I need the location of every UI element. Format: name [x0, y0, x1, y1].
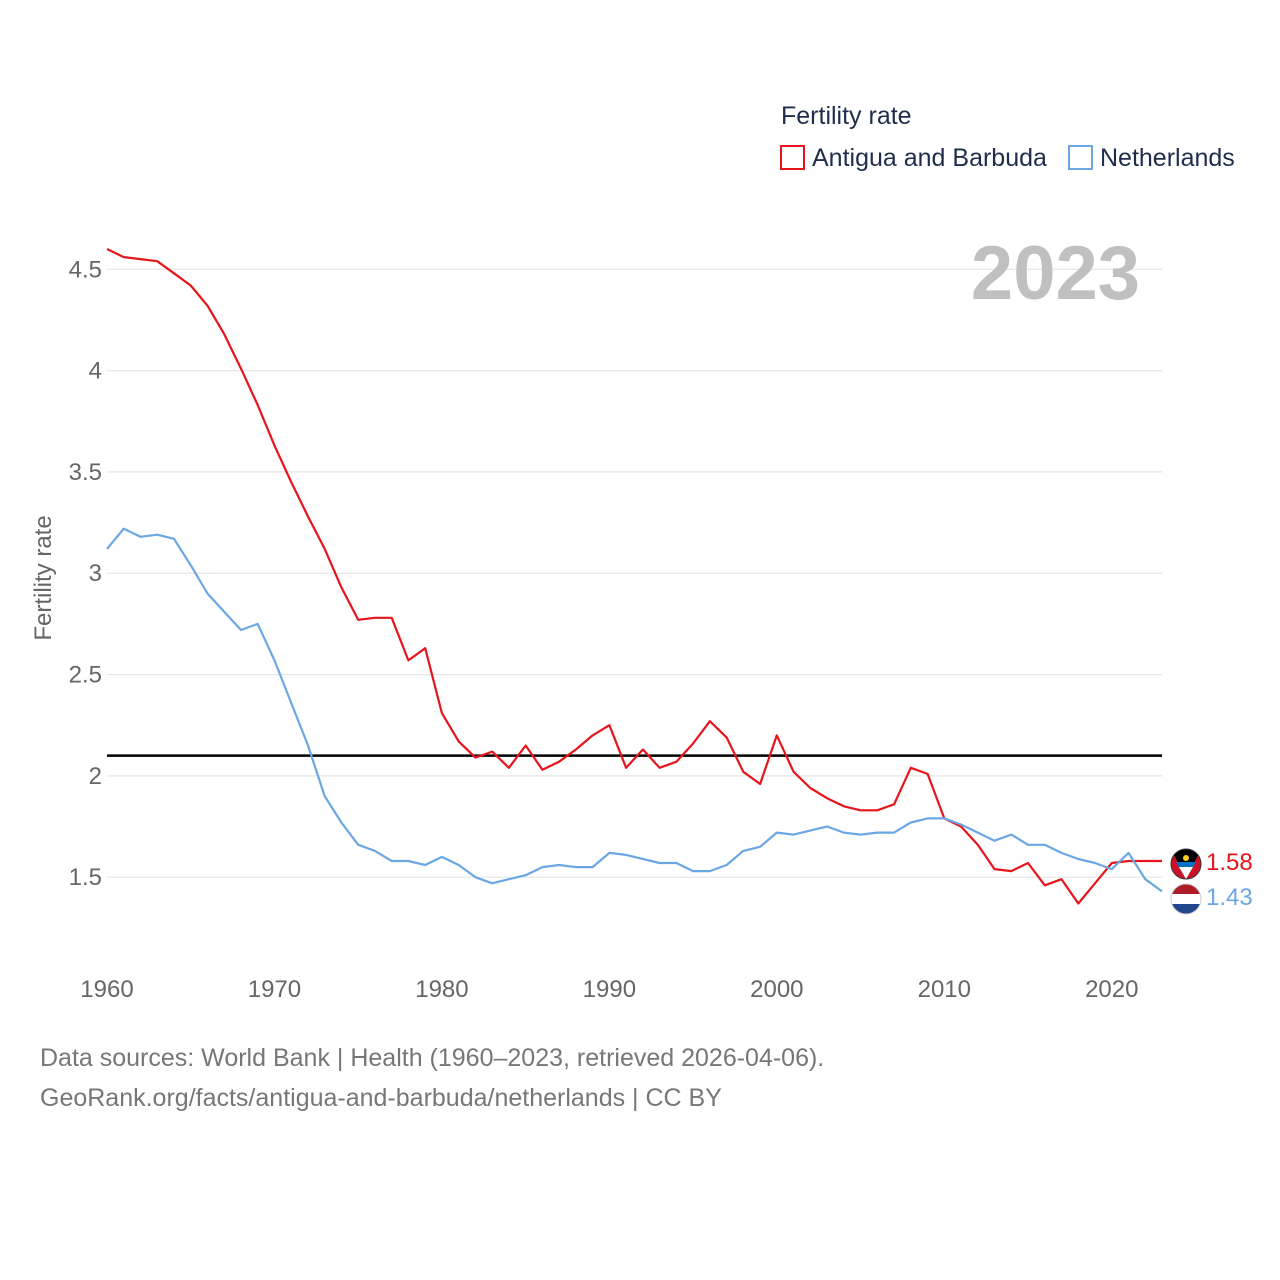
y-tick-label: 4 — [89, 358, 102, 385]
legend-swatch-netherlands — [1068, 145, 1093, 170]
x-tick-label: 1970 — [248, 976, 301, 1003]
netherlands-flag-icon — [1170, 883, 1202, 915]
x-tick-label: 2020 — [1085, 976, 1138, 1003]
antigua-flag-icon — [1170, 848, 1202, 880]
y-tick-label: 4.5 — [69, 256, 102, 283]
legend-swatch-antigua — [780, 145, 805, 170]
y-tick-label: 3.5 — [69, 459, 102, 486]
x-axis-ticks: 1960 1970 1980 1990 2000 2010 2020 — [80, 976, 1138, 1003]
line-chart: 1.5 2 2.5 3 3.5 4 4.5 1960 1970 1980 1990 2000 2010… — [30, 102, 1253, 1003]
legend: Fertility rate Antigua and Barbuda Nethe… — [780, 102, 1235, 172]
series-lines — [106, 248, 1163, 905]
footer-sources: Data sources: World Bank | Health (1960–… — [40, 1044, 825, 1072]
x-tick-label: 2000 — [750, 976, 803, 1003]
year-watermark: 2023 — [971, 231, 1140, 316]
series-line-netherlands — [106, 527, 1163, 893]
x-tick-label: 1960 — [80, 976, 133, 1003]
y-axis-ticks: 1.5 2 2.5 3 3.5 4 4.5 — [69, 256, 102, 891]
footer-url: GeoRank.org/facts/antigua-and-barbuda/ne… — [40, 1084, 722, 1112]
y-tick-label: 2 — [89, 763, 102, 790]
x-tick-label: 1980 — [415, 976, 468, 1003]
gridlines — [107, 268, 1162, 878]
legend-label-antigua: Antigua and Barbuda — [812, 144, 1047, 172]
y-tick-label: 1.5 — [69, 864, 102, 891]
y-tick-label: 2.5 — [69, 662, 102, 689]
y-axis-title: Fertility rate — [30, 515, 57, 640]
y-tick-label: 3 — [89, 560, 102, 587]
x-tick-label: 1990 — [583, 976, 636, 1003]
x-tick-label: 2010 — [918, 976, 971, 1003]
legend-label-netherlands: Netherlands — [1100, 144, 1235, 172]
end-value-antigua: 1.58 — [1206, 849, 1253, 876]
end-value-netherlands: 1.43 — [1206, 884, 1253, 911]
legend-title: Fertility rate — [781, 102, 912, 130]
series-line-antigua — [106, 248, 1162, 905]
